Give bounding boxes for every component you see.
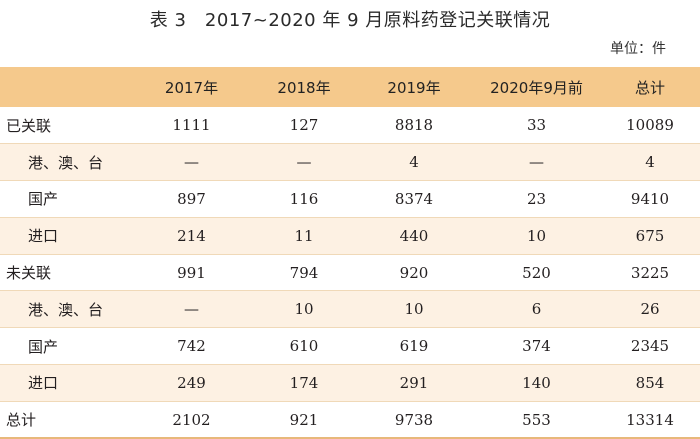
table-cell: 920 (399, 263, 429, 282)
table-cell: 2345 (630, 337, 670, 356)
table-cell: 13314 (626, 410, 674, 429)
table-cell: — (529, 153, 544, 172)
table-cell: 9410 (630, 189, 670, 208)
table-cell: 127 (289, 116, 319, 135)
row-label: 国产 (28, 337, 59, 356)
table-body: 已关联 1111 127 8818 33 10089 港、澳、台 — —4—4 国产 897 116 8… (0, 107, 700, 439)
table-cell: 10 (526, 226, 547, 245)
header-cell-2020-sep: 2020年9月前 (490, 78, 583, 97)
table-cell: 1111 (172, 116, 211, 135)
table-cell: 116 (289, 189, 319, 208)
header-row: 2017年 2018年 2019年 2020年9月前 总计 (0, 67, 700, 107)
table-cell: 991 (177, 263, 206, 282)
table-row: 进口 249 174 291 140 854 (0, 364, 700, 402)
table-cell: — (184, 300, 199, 319)
table-cell: — (296, 153, 312, 172)
header-cell-2017: 2017年 (164, 78, 219, 97)
table-row: 总计 2102 921 9738 553 13314 (0, 401, 700, 439)
table-cell: 140 (522, 373, 551, 392)
table-row: 国产 742 610 619 374 2345 (0, 328, 700, 365)
table-cell: 8818 (394, 116, 434, 135)
unit-label: 单位：件 (610, 41, 666, 57)
table-cell: 553 (522, 410, 551, 429)
row-label: 总计 (6, 411, 37, 430)
table-title: 表 3 2017~2020 年 9 月原料药登记关联情况 (149, 10, 551, 31)
table-row: 未关联 991 794 920 520 3225 (0, 254, 700, 291)
table-cell: 249 (177, 373, 206, 392)
table-cell: 520 (522, 263, 551, 282)
table-row: 进口 214 11 440 10 675 (0, 217, 700, 255)
table-cell: 619 (399, 337, 429, 356)
table-cell: 10 (294, 300, 314, 319)
table-cell: 8374 (394, 189, 434, 208)
table-header: 2017年 2018年 2019年 2020年9月前 总计 (0, 67, 700, 107)
row-label: 港、澳、台 (28, 300, 104, 319)
table-row: 港、澳、台 — — 4 — 4 (0, 143, 700, 181)
table-cell: 9738 (394, 410, 434, 429)
row-label: 进口 (28, 374, 59, 393)
table-cell: 897 (177, 189, 206, 208)
row-label: 已关联 (6, 116, 52, 135)
table-cell: 214 (177, 226, 206, 245)
header-cell-category (0, 67, 130, 107)
table-row: 已关联 1111 127 8818 33 10089 (0, 107, 700, 144)
table-cell: 6 (531, 300, 542, 319)
registration-table: 2017年 2018年 2019年 2020年9月前 总计 已关联 1111 127… (0, 67, 700, 439)
header-cell-2019: 2019年 (387, 78, 441, 97)
table-cell: 11 (294, 226, 314, 245)
table-cell: 742 (177, 337, 206, 356)
table-cell: 4 (409, 153, 419, 172)
table-cell: 26 (640, 300, 660, 319)
table-cell: 33 (526, 116, 547, 135)
table-cell: 291 (399, 373, 429, 392)
row-label: 未关联 (6, 264, 52, 283)
table-cell: 23 (526, 189, 547, 208)
table-cell: 10 (404, 300, 424, 319)
table-cell: 174 (289, 373, 319, 392)
header-cell-total: 总计 (634, 78, 665, 97)
header-cell-2018: 2018年 (277, 78, 331, 97)
table-cell: 10089 (626, 116, 674, 135)
table-row: 国产 897 116 8374 23 9410 (0, 181, 700, 218)
table-cell: 921 (289, 410, 319, 429)
table-cell: 854 (635, 373, 665, 392)
table-cell: 794 (289, 263, 319, 282)
table-cell: 440 (399, 226, 429, 245)
row-label: 港、澳、台 (28, 153, 104, 172)
row-label: 国产 (28, 190, 59, 209)
table-cell: 2102 (172, 410, 211, 429)
row-label: 进口 (28, 227, 59, 246)
table-cell: 3225 (630, 263, 670, 282)
table-cell: 4 (645, 153, 655, 172)
table-cell: 374 (522, 337, 551, 356)
table-cell: 675 (635, 226, 665, 245)
table-cell: 610 (289, 337, 319, 356)
table-cell: — (184, 153, 199, 172)
table-row: 港、澳、台 — 10 10 6 26 (0, 290, 700, 328)
